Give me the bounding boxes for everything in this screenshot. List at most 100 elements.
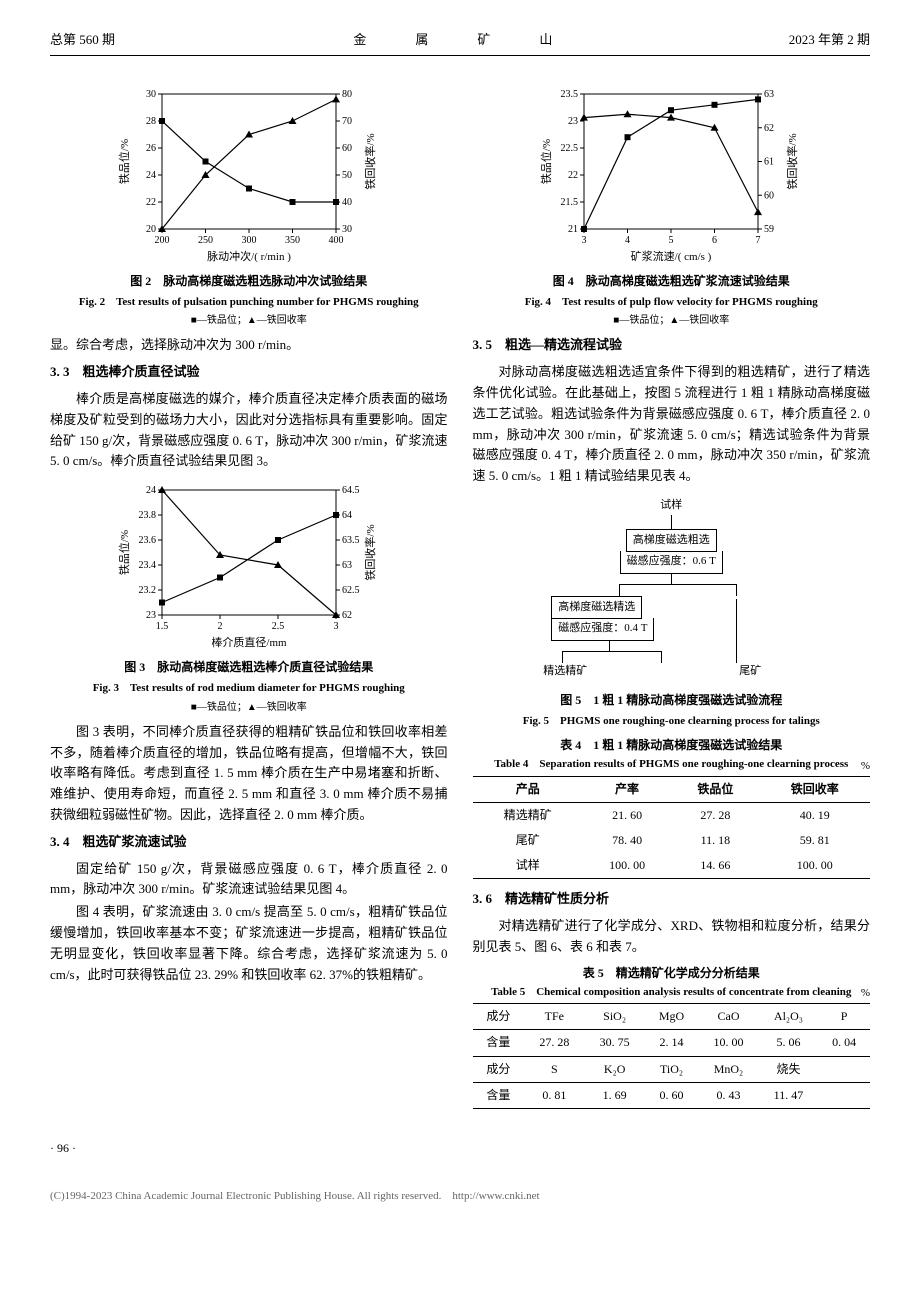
svg-text:200: 200	[154, 235, 169, 246]
svg-text:50: 50	[342, 170, 352, 181]
fig5-caption-en: Fig. 5 PHGMS one roughing-one clearning …	[473, 713, 871, 731]
t5c6	[818, 1056, 870, 1082]
t5b1: 27. 28	[524, 1030, 584, 1056]
svg-text:铁回收率/%: 铁回收率/%	[363, 133, 377, 189]
svg-text:60: 60	[764, 190, 774, 201]
svg-text:22: 22	[146, 197, 156, 208]
table4-caption-cn: 表 4 1 粗 1 精脉动高梯度强磁选试验结果	[473, 736, 871, 755]
t4-r2c3: 100. 00	[760, 853, 870, 879]
fig2-legend: ■—铁品位；▲—铁回收率	[50, 313, 448, 329]
svg-text:62: 62	[764, 123, 774, 134]
svg-text:80: 80	[342, 89, 352, 100]
svg-text:21.5: 21.5	[561, 197, 579, 208]
svg-text:24: 24	[146, 485, 156, 496]
t4-r2c0: 试样	[473, 853, 583, 879]
t5d0: 含量	[473, 1082, 525, 1108]
svg-text:23.6: 23.6	[138, 535, 156, 546]
fig5-flowchart: 试样 高梯度磁选粗选 磁感应强度：0.6 T 高梯度磁选精选 磁感应强度：0.4…	[541, 497, 801, 681]
svg-text:1.5: 1.5	[156, 621, 169, 632]
t4-r0c2: 27. 28	[671, 802, 759, 828]
table4-unit: %	[861, 758, 870, 776]
flow-sample: 试样	[660, 499, 682, 511]
svg-text:3: 3	[333, 621, 338, 632]
t5b0: 含量	[473, 1030, 525, 1056]
svg-text:62: 62	[342, 610, 352, 621]
t5d5: 11. 47	[759, 1082, 819, 1108]
t5a4: CaO	[698, 1004, 758, 1030]
svg-text:40: 40	[342, 197, 352, 208]
svg-text:60: 60	[342, 143, 352, 154]
t5a5: Al₂O₃	[759, 1004, 819, 1030]
svg-text:350: 350	[285, 235, 300, 246]
fig4-caption-en: Fig. 4 Test results of pulp flow velocit…	[473, 294, 871, 312]
t5a0: 成分	[473, 1004, 525, 1030]
t5b2: 30. 75	[584, 1030, 644, 1056]
svg-text:250: 250	[198, 235, 213, 246]
svg-text:23.5: 23.5	[561, 89, 579, 100]
fig4-legend: ■—铁品位；▲—铁回收率	[473, 313, 871, 329]
t4-r0c0: 精选精矿	[473, 802, 583, 828]
flow-rough-param: 磁感应强度：0.6 T	[620, 551, 723, 574]
t5b5: 5. 06	[759, 1030, 819, 1056]
t5a6: P	[818, 1004, 870, 1030]
fig3-caption-cn: 图 3 脉动高梯度磁选粗选棒介质直径试验结果	[50, 658, 448, 676]
journal-name: 金 属 矿 山	[353, 30, 570, 51]
t5d4: 0. 43	[698, 1082, 758, 1108]
para-34-2: 图 4 表明，矿浆流速由 3. 0 cm/s 提高至 5. 0 cm/s，粗精矿…	[50, 902, 448, 985]
t5d1: 0. 81	[524, 1082, 584, 1108]
t4-r1c2: 11. 18	[671, 828, 759, 853]
svg-text:23: 23	[146, 610, 156, 621]
para-33-2: 图 3 表明，不同棒介质直径获得的粗精矿铁品位和铁回收率相差不多，随着棒介质直径…	[50, 722, 448, 826]
svg-text:22: 22	[568, 170, 578, 181]
svg-text:23: 23	[568, 116, 578, 127]
fig2-caption-cn: 图 2 脉动高梯度磁选粗选脉动冲次试验结果	[50, 272, 448, 290]
svg-text:5: 5	[669, 235, 674, 246]
svg-text:64.5: 64.5	[342, 485, 360, 496]
t5c5: 烧失	[759, 1056, 819, 1082]
t5c4: MnO₂	[698, 1056, 758, 1082]
svg-text:70: 70	[342, 116, 352, 127]
svg-text:28: 28	[146, 116, 156, 127]
svg-text:铁品位/%: 铁品位/%	[117, 139, 131, 184]
t5d6	[818, 1082, 870, 1108]
svg-text:2: 2	[217, 621, 222, 632]
svg-text:59: 59	[764, 224, 774, 235]
flow-rough: 高梯度磁选粗选	[626, 529, 717, 553]
svg-text:23.2: 23.2	[138, 585, 156, 596]
flow-fine: 高梯度磁选精选	[551, 596, 642, 620]
heading-35: 3. 5 粗选—精选流程试验	[473, 335, 871, 356]
content-columns: 200250300350400202224262830304050607080脉…	[50, 76, 870, 1119]
t4-r0c3: 40. 19	[760, 802, 870, 828]
svg-text:61: 61	[764, 156, 774, 167]
para-34-1: 固定给矿 150 g/次，背景磁感应强度 0. 6 T，棒介质直径 2. 0 m…	[50, 859, 448, 901]
page-header: 总第 560 期 金 属 矿 山 2023 年第 2 期	[50, 30, 870, 56]
fig2-chart: 200250300350400202224262830304050607080脉…	[50, 84, 448, 264]
svg-text:400: 400	[328, 235, 343, 246]
svg-text:铁回收率/%: 铁回收率/%	[785, 133, 799, 189]
t5d2: 1. 69	[584, 1082, 644, 1108]
issue-number: 总第 560 期	[50, 30, 115, 51]
table5-caption-cn: 表 5 精选精矿化学成分分析结果	[473, 964, 871, 983]
svg-text:6: 6	[712, 235, 717, 246]
right-column: 345672121.52222.52323.55960616263矿浆流速/( …	[473, 76, 871, 1119]
t4-r1c1: 78. 40	[583, 828, 671, 853]
svg-text:30: 30	[342, 224, 352, 235]
svg-text:22.5: 22.5	[561, 143, 579, 154]
issue-date: 2023 年第 2 期	[789, 30, 870, 51]
svg-text:7: 7	[756, 235, 761, 246]
svg-text:铁品位/%: 铁品位/%	[117, 530, 131, 575]
t5c0: 成分	[473, 1056, 525, 1082]
svg-text:62.5: 62.5	[342, 585, 360, 596]
svg-text:2.5: 2.5	[272, 621, 285, 632]
t4-r1c3: 59. 81	[760, 828, 870, 853]
para-36-1: 对精选精矿进行了化学成分、XRD、铁物相和粒度分析，结果分别见表 5、图 6、表…	[473, 916, 871, 958]
t5d3: 0. 60	[645, 1082, 699, 1108]
svg-text:铁回收率/%: 铁回收率/%	[363, 525, 377, 581]
svg-text:铁品位/%: 铁品位/%	[539, 139, 553, 184]
t5b3: 2. 14	[645, 1030, 699, 1056]
t5c2: K₂O	[584, 1056, 644, 1082]
svg-text:脉动冲次/( r/min ): 脉动冲次/( r/min )	[207, 249, 291, 263]
table4-h0: 产品	[473, 776, 583, 802]
svg-text:63: 63	[342, 560, 352, 571]
svg-text:24: 24	[146, 170, 156, 181]
